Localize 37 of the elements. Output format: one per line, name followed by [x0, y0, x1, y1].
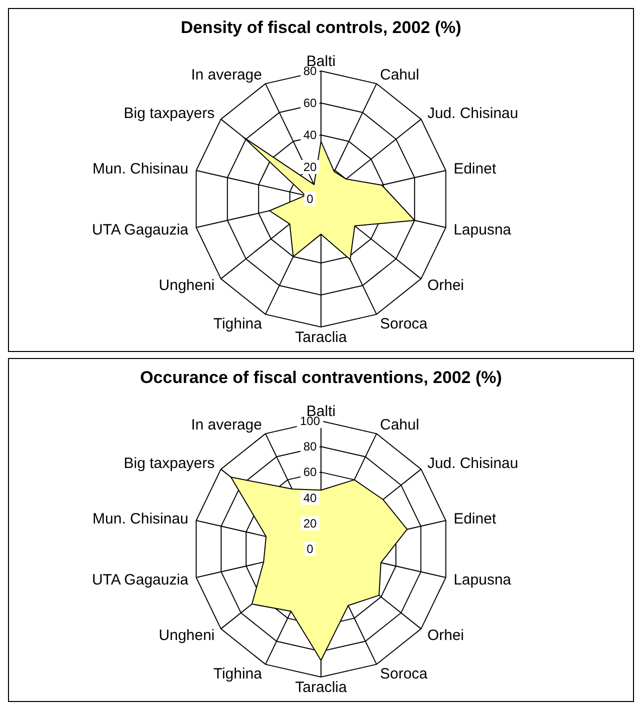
- y-tick-label: 40: [303, 490, 317, 505]
- spoke-label: Soroca: [380, 665, 428, 682]
- y-tick-label: 0: [306, 542, 314, 556]
- spoke-label: Soroca: [380, 315, 428, 332]
- spoke-label: Taraclia: [295, 679, 348, 696]
- spoke-label: Jud. Chisinau: [427, 454, 518, 472]
- spoke-label: Cahul: [380, 66, 420, 84]
- spoke-label: Orhei: [427, 277, 464, 294]
- y-tick-label: 0: [306, 192, 314, 206]
- y-tick-label: 40: [303, 128, 317, 142]
- spoke-label: Taraclia: [295, 329, 348, 346]
- spoke-label: Tighina: [213, 665, 263, 682]
- y-tick-label: 60: [303, 96, 317, 110]
- y-tick-label: 60: [303, 465, 317, 480]
- spoke-label: Ungheni: [158, 627, 215, 644]
- spoke-label: Big taxpayers: [124, 454, 215, 472]
- spoke-label: Edinet: [454, 510, 497, 528]
- spoke-label: Ungheni: [158, 277, 215, 294]
- spoke-label: Mun. Chisinau: [92, 510, 188, 528]
- spoke-label: In average: [191, 416, 262, 434]
- spoke-label: Edinet: [454, 160, 497, 178]
- chart-title: Density of fiscal controls, 2002 (%): [180, 18, 462, 37]
- spoke-label: Lapusna: [454, 572, 512, 589]
- spoke-label: In average: [191, 66, 262, 84]
- chart-title: Occurance of fiscal contraventions, 2002 (%): [140, 368, 502, 387]
- y-tick-label: 20: [303, 160, 317, 174]
- spoke-label: Lapusna: [454, 222, 512, 239]
- spoke-label: Mun. Chisinau: [92, 160, 188, 178]
- spoke-label: UTA Gagauzia: [92, 572, 190, 589]
- y-tick-label: 20: [303, 516, 317, 530]
- spoke-label: Big taxpayers: [124, 104, 215, 122]
- spoke-label: Tighina: [213, 315, 263, 332]
- spoke-label: UTA Gagauzia: [92, 222, 190, 239]
- spoke-label: Cahul: [380, 416, 420, 434]
- spoke-label: Orhei: [427, 627, 464, 644]
- y-tick-label: 80: [303, 440, 317, 454]
- spoke-label: Jud. Chisinau: [427, 104, 518, 122]
